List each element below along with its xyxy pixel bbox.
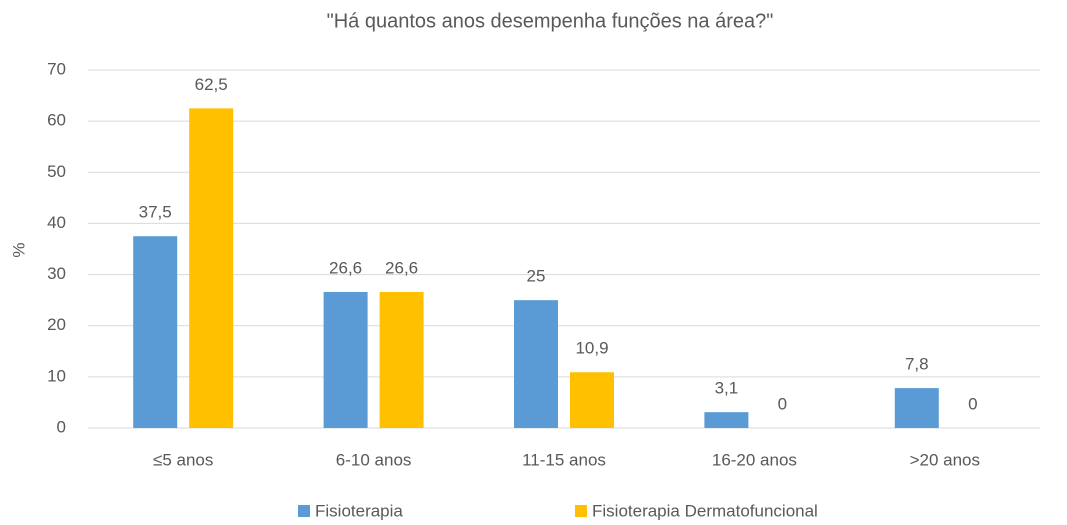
data-label: 37,5 xyxy=(139,203,172,222)
data-label: 62,5 xyxy=(195,75,228,94)
x-tick-label: 16-20 anos xyxy=(712,450,797,469)
data-label: 7,8 xyxy=(905,355,929,374)
y-tick-label: 60 xyxy=(47,111,66,130)
data-label: 0 xyxy=(778,394,787,413)
legend-swatch xyxy=(575,505,587,517)
bar xyxy=(133,236,178,428)
data-label: 26,6 xyxy=(385,258,418,277)
bar xyxy=(514,300,558,428)
y-tick-label: 30 xyxy=(47,264,66,283)
data-label: 26,6 xyxy=(329,258,362,277)
y-tick-label: 70 xyxy=(47,59,66,78)
chart-title: "Há quantos anos desempenha funções na á… xyxy=(327,10,774,32)
data-label: 25 xyxy=(527,267,546,286)
legend-label: Fisioterapia xyxy=(315,501,403,520)
y-axis-label: % xyxy=(9,242,28,257)
bar xyxy=(570,372,614,428)
data-label: 3,1 xyxy=(715,379,739,398)
y-tick-label: 20 xyxy=(47,315,66,334)
y-tick-label: 0 xyxy=(57,417,66,436)
x-tick-label: ≤5 anos xyxy=(153,450,213,469)
x-tick-label: 11-15 anos xyxy=(522,450,606,469)
bar xyxy=(894,388,939,428)
x-tick-label: 6-10 anos xyxy=(336,450,412,469)
y-tick-label: 10 xyxy=(47,366,66,385)
bar xyxy=(379,291,424,428)
data-label: 10,9 xyxy=(575,339,608,358)
data-label: 0 xyxy=(968,394,977,413)
legend-label: Fisioterapia Dermatofuncional xyxy=(592,501,818,520)
y-tick-label: 50 xyxy=(47,162,66,181)
bar xyxy=(189,108,234,428)
x-tick-label: >20 anos xyxy=(910,450,980,469)
bar xyxy=(704,412,749,428)
legend-swatch xyxy=(298,505,310,517)
y-tick-label: 40 xyxy=(47,213,66,232)
bar xyxy=(323,291,368,428)
